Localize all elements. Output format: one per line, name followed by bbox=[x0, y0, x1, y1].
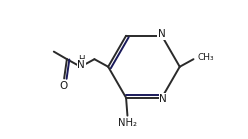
Text: NH₂: NH₂ bbox=[118, 118, 137, 128]
Text: O: O bbox=[59, 81, 67, 91]
Text: H: H bbox=[78, 55, 85, 64]
Text: N: N bbox=[159, 94, 167, 104]
Text: CH₃: CH₃ bbox=[198, 53, 214, 62]
Text: N: N bbox=[77, 60, 85, 70]
Text: N: N bbox=[158, 29, 166, 39]
